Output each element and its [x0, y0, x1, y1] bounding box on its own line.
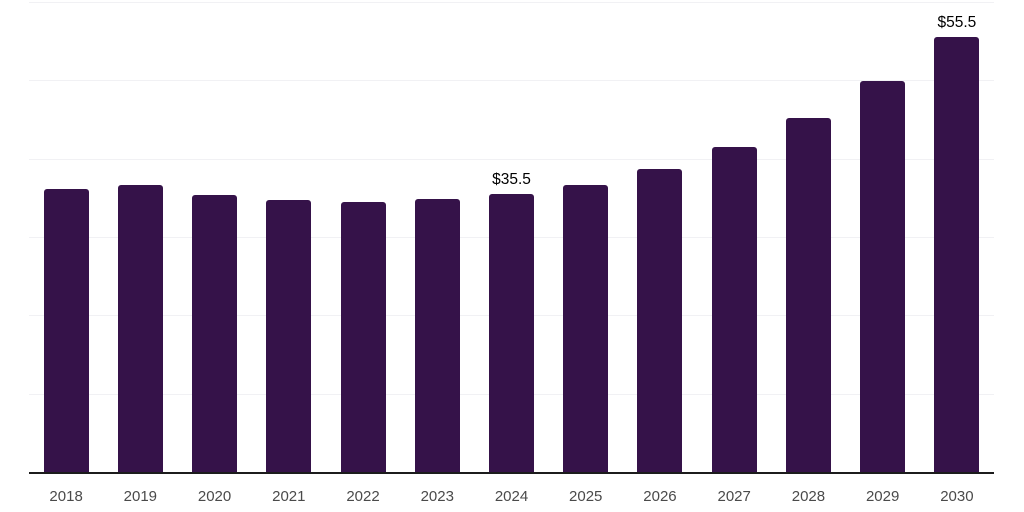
- bar-2025: [563, 184, 609, 472]
- gridline: [29, 158, 994, 160]
- bar-2021: [266, 200, 312, 472]
- x-tick-2028: 2028: [791, 488, 826, 505]
- x-tick-2029: 2029: [865, 488, 900, 505]
- x-tick-2018: 2018: [49, 488, 83, 505]
- x-tick-2023: 2023: [420, 488, 454, 505]
- bar-value-label-2024: $35.5: [492, 170, 531, 188]
- bar-2027: [711, 146, 757, 472]
- x-tick-2026: 2026: [643, 488, 677, 505]
- bar-2030: [934, 37, 980, 472]
- x-tick-2019: 2019: [123, 488, 158, 505]
- x-tick-2027: 2027: [717, 488, 751, 505]
- gridline: [29, 2, 994, 3]
- x-tick-2020: 2020: [197, 488, 232, 505]
- bar-2018: [43, 189, 89, 472]
- plot-area: 2018 2019 2020 2021 2022 2023 $35.5 2024 2025 202…: [29, 2, 994, 505]
- bar-value-label-2030: $55.5: [937, 14, 977, 32]
- x-tick-2022: 2022: [346, 488, 380, 505]
- bar-2026: [637, 168, 683, 472]
- bar-2022: [340, 201, 386, 472]
- gridline: [29, 80, 994, 82]
- x-tick-2030: 2030: [940, 488, 974, 505]
- x-tick-2025: 2025: [569, 488, 603, 505]
- bar-2020: [192, 194, 238, 472]
- bar-2023: [414, 198, 460, 472]
- x-tick-2024: 2024: [494, 488, 529, 505]
- x-tick-2021: 2021: [272, 488, 306, 505]
- bar-2028: [785, 117, 831, 472]
- bar-2019: [117, 185, 163, 472]
- bar-2029: [860, 81, 906, 472]
- bar-2024: [489, 193, 534, 472]
